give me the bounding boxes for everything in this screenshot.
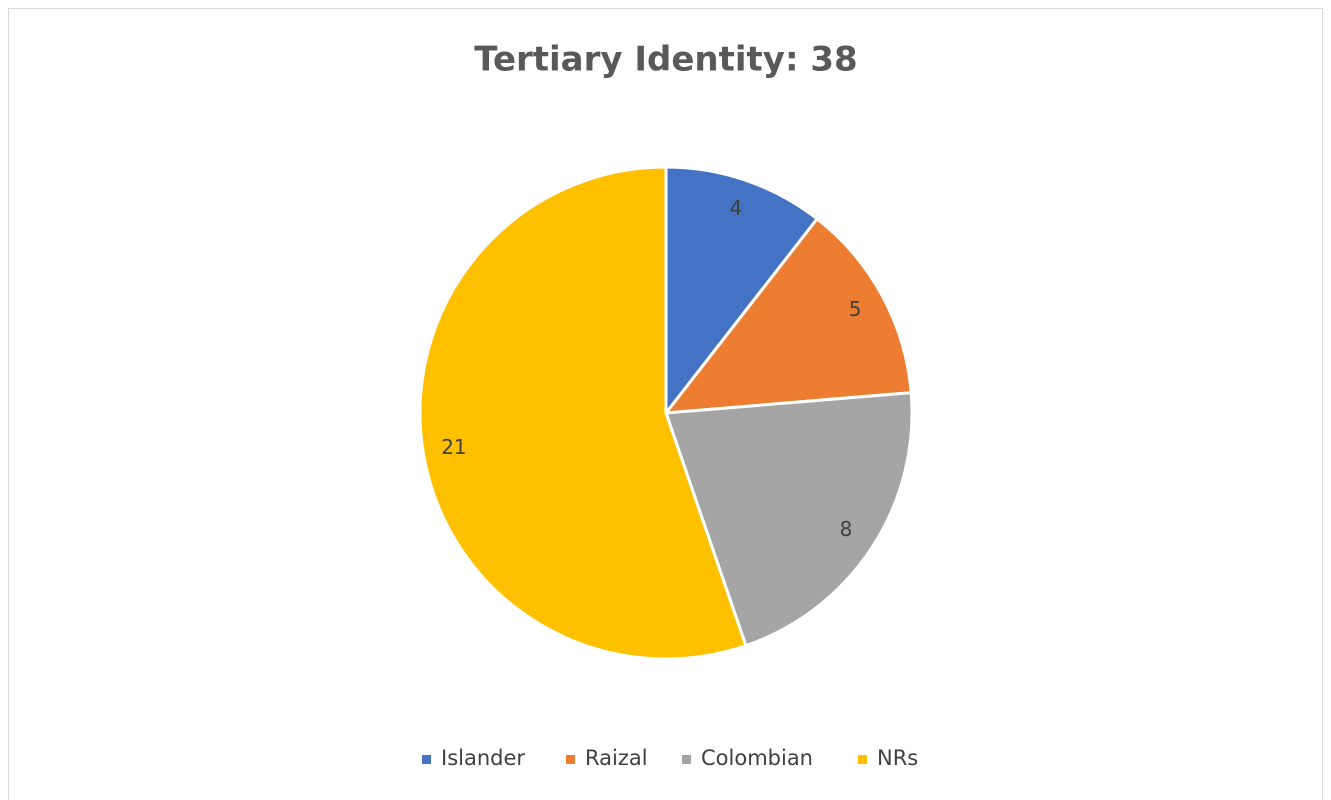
pie-slice [664, 165, 820, 418]
pie-slice [418, 165, 748, 661]
pie-slice [662, 216, 913, 415]
pie-slice [663, 391, 914, 648]
chart-title: Tertiary Identity: 38 [474, 40, 857, 80]
legend-label: Islander [441, 746, 525, 770]
data-label: 5 [849, 297, 862, 321]
legend-label: Raizal [585, 746, 648, 770]
legend-label: Colombian [701, 746, 813, 770]
legend-label: NRs [877, 746, 918, 770]
legend-swatch [566, 755, 575, 764]
legend-swatch [422, 755, 431, 764]
data-label: 21 [441, 435, 466, 459]
legend-swatch [682, 755, 691, 764]
data-label: 4 [729, 196, 742, 220]
data-label: 8 [840, 517, 853, 541]
legend-swatch [858, 755, 867, 764]
